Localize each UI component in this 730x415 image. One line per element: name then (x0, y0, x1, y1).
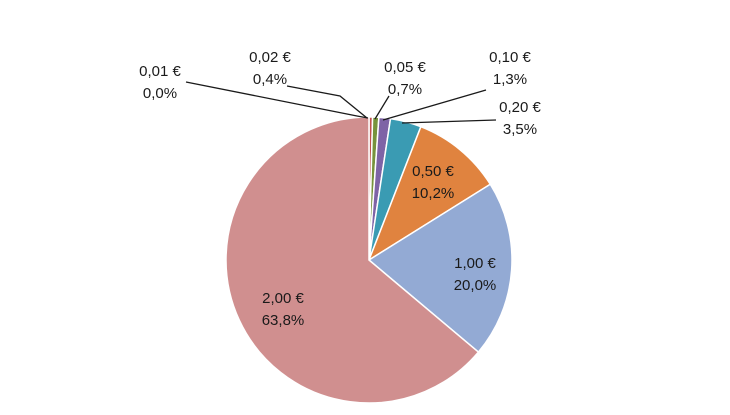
pie-slice-2-00 (225, 116, 480, 404)
data-label-percent: 0,4% (253, 71, 287, 88)
pie-slice-1-00 (367, 183, 513, 354)
data-label-0-02: 0,02 € 0,4% (249, 49, 291, 88)
data-label-percent: 0,0% (143, 85, 177, 102)
data-label-0-50: 0,50 € 10,2% (412, 163, 455, 202)
data-label-category: 2,00 € (262, 290, 304, 307)
data-label-0-05: 0,05 € 0,7% (384, 59, 426, 98)
data-label-category: 0,50 € (412, 163, 454, 180)
data-label-0-01: 0,01 € 0,0% (139, 63, 181, 102)
data-label-category: 0,01 € (139, 63, 181, 80)
data-label-percent: 10,2% (412, 185, 455, 202)
data-label-percent: 1,3% (493, 71, 527, 88)
data-label-category: 0,02 € (249, 49, 291, 66)
data-label-category: 0,20 € (499, 99, 541, 116)
data-label-2-00: 2,00 € 63,8% (262, 290, 305, 329)
leader-line-0-02 (286, 85, 368, 119)
data-label-percent: 20,0% (454, 277, 497, 294)
data-labels-layer: 0,01 € 0,0% 0,02 € 0,4% 0,05 € 0,7% 0,10 € 1,3%… (139, 49, 541, 329)
slices-layer (225, 116, 513, 404)
data-label-percent: 0,7% (388, 81, 422, 98)
leader-line-0-10 (382, 89, 487, 121)
pie-slice-0-50 (367, 125, 492, 262)
data-label-percent: 63,8% (262, 312, 305, 329)
leader-line-0-20 (401, 119, 497, 124)
data-label-0-20: 0,20 € 3,5% (499, 99, 541, 138)
leader-line-0-05 (374, 95, 390, 120)
data-label-category: 0,05 € (384, 59, 426, 76)
leader-line-0-01 (185, 81, 369, 119)
data-label-category: 0,10 € (489, 49, 531, 66)
leader-lines-layer (185, 81, 497, 124)
data-label-0-10: 0,10 € 1,3% (489, 49, 531, 88)
data-label-percent: 3,5% (503, 121, 537, 138)
data-label-category: 1,00 € (454, 255, 496, 272)
data-label-1-00: 1,00 € 20,0% (454, 255, 497, 294)
